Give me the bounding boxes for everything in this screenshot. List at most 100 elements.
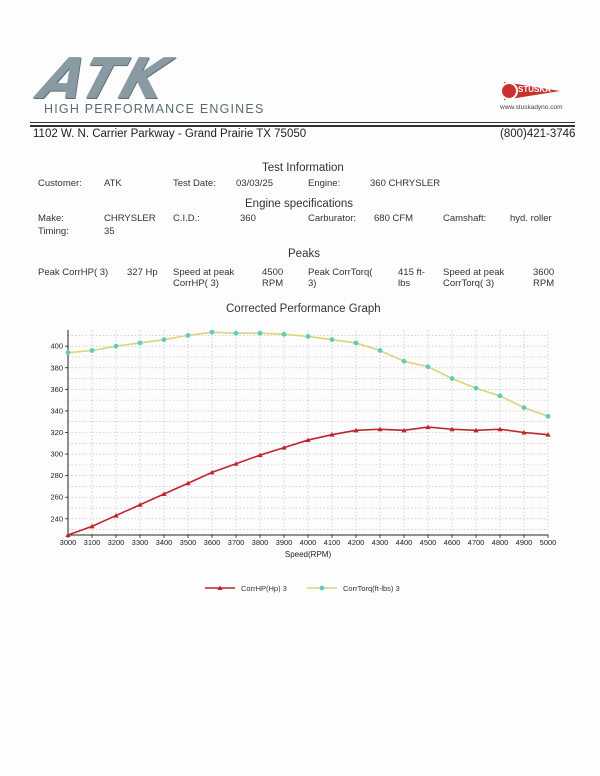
stuska-url: www.stuskadyno.com (500, 104, 563, 111)
legend-marker-hp (217, 585, 223, 590)
torque-data-point (281, 331, 287, 337)
x-tick-label: 4900 (516, 538, 533, 547)
hp-data-point (257, 452, 263, 458)
address: 1102 W. N. Carrier Parkway - Grand Prair… (33, 128, 307, 140)
hp-data-point (281, 445, 287, 450)
test-date-value: 03/03/25 (236, 178, 273, 189)
y-tick-label: 260 (50, 493, 63, 502)
x-tick-label: 4500 (420, 538, 437, 547)
torque-data-point (545, 413, 551, 419)
torque-data-point (209, 329, 215, 335)
stuska-dot-icon (500, 82, 518, 100)
x-tick-label: 3200 (108, 538, 125, 547)
engine-value: 360 CHRYSLER (370, 178, 441, 189)
hp-data-point (521, 429, 527, 435)
hp-speed-value-line1: 4500 (262, 267, 284, 278)
carburator-label: Carburator: (308, 213, 357, 224)
y-tick-label: 340 (50, 406, 63, 415)
torque-data-point (473, 385, 479, 391)
peak-torque-label-line1: Peak CorrTorq( (308, 267, 373, 278)
hp-data-point (329, 432, 335, 437)
hp-data-point (233, 461, 239, 466)
stuska-logo: STUSKA www.stuskadyno.com (500, 82, 570, 114)
torque-data-point (329, 337, 335, 343)
timing-label: Timing: (38, 226, 69, 237)
carburator-value: 680 CFM (374, 213, 414, 224)
torque-data-point (233, 330, 239, 336)
y-tick-label: 240 (50, 514, 63, 523)
torque-data-point (305, 334, 311, 339)
peak-hp-label: Peak CorrHP( 3) (38, 267, 109, 278)
x-tick-label: 4200 (348, 538, 365, 547)
torque-data-point (161, 337, 167, 343)
hp-data-point (425, 424, 431, 430)
x-tick-label: 4000 (300, 538, 317, 547)
torque-data-point (521, 405, 527, 411)
x-tick-label: 3100 (84, 538, 101, 547)
chart-legend: CorrHP(Hp) 3 CorrTorq(ft-lbs) 3 (205, 584, 400, 593)
x-axis-label: Speed(RPM) (285, 550, 332, 559)
test-date-label: Test Date: (173, 178, 216, 189)
x-tick-label: 5000 (540, 538, 557, 547)
torque-data-point (497, 393, 503, 399)
test-info-title: Test Information (262, 162, 344, 174)
torque-data-point (449, 376, 455, 381)
x-tick-label: 4400 (396, 538, 413, 547)
x-tick-label: 3700 (228, 538, 245, 547)
y-tick-label: 320 (50, 428, 63, 437)
hp-data-point (449, 426, 455, 432)
torque-data-point (113, 343, 119, 349)
header-rule-top (30, 122, 575, 123)
peak-torque-value-line2: lbs (398, 278, 411, 289)
peak-torque-value-line1: 415 ft- (398, 267, 425, 278)
chart-series (65, 329, 551, 537)
torque-data-point (401, 358, 407, 364)
hp-speed-label-line1: Speed at peak (173, 267, 235, 278)
hp-data-point (401, 427, 407, 433)
torque-speed-label-line1: Speed at peak (443, 267, 505, 278)
torque-data-point (377, 348, 383, 353)
x-tick-label: 3800 (252, 538, 269, 547)
peaks-title: Peaks (288, 248, 320, 260)
engine-label: Engine: (308, 178, 341, 189)
cid-label: C.I.D.: (173, 213, 200, 224)
torque-data-point (257, 330, 263, 336)
y-tick-label: 280 (50, 471, 63, 480)
x-tick-label: 4100 (324, 538, 341, 547)
torque-data-point (137, 340, 143, 346)
stuska-name: STUSKA (518, 85, 551, 94)
legend-label-1: CorrTorq(ft-lbs) 3 (343, 584, 400, 593)
torque-data-point (65, 350, 71, 356)
torque-speed-label-line2: CorrTorq( 3) (443, 278, 495, 289)
peak-torque-label-line2: 3) (308, 278, 317, 289)
timing-value: 35 (104, 226, 115, 237)
camshaft-value: hyd. roller (510, 213, 552, 224)
hp-data-point (161, 491, 167, 496)
torque-data-point (353, 340, 359, 346)
x-tick-label: 3900 (276, 538, 293, 547)
x-tick-label: 3400 (156, 538, 173, 547)
hp-speed-label-line2: CorrHP( 3) (173, 278, 219, 289)
x-tick-label: 4300 (372, 538, 389, 547)
y-tick-label: 400 (50, 342, 63, 351)
hp-data-point (353, 427, 359, 433)
torque-data-point (89, 348, 95, 353)
customer-value: ATK (104, 178, 122, 189)
legend-marker-torque (319, 585, 325, 591)
x-tick-label: 4800 (492, 538, 509, 547)
engine-specs-title: Engine specifications (245, 198, 354, 210)
cid-value: 360 (240, 213, 256, 224)
make-label: Make: (38, 213, 64, 224)
phone-number: (800)421-3746 (500, 128, 576, 140)
y-tick-label: 380 (50, 363, 63, 372)
hp-data-point (545, 432, 551, 437)
hp-data-point (137, 502, 143, 507)
chart-ticks: 3000 3100 3200 3300 3400 3500 3600 3700 3800 3900… (50, 342, 556, 547)
chart-grid (67, 330, 549, 535)
hp-data-point (377, 426, 383, 432)
torque-data-point (185, 332, 191, 338)
torque-speed-value-line1: 3600 (533, 267, 555, 278)
customer-label: Customer: (38, 178, 82, 189)
camshaft-label: Camshaft: (443, 213, 487, 224)
